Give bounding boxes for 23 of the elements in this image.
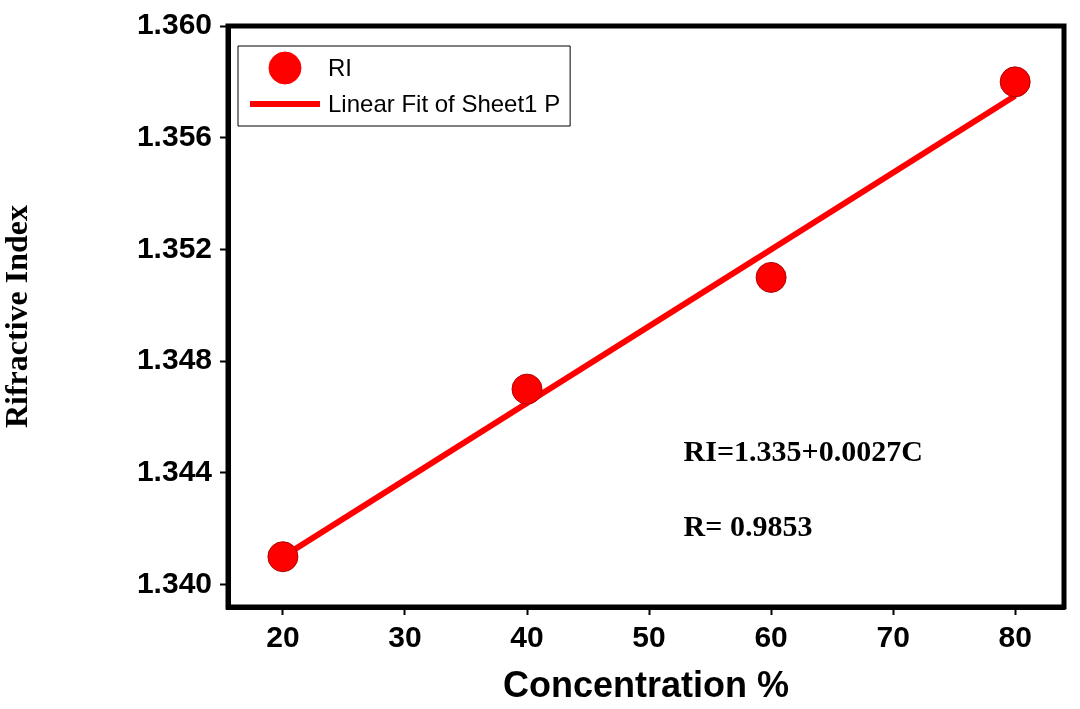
y-tick-label: 1.356 (136, 119, 212, 152)
y-tick-label: 1.344 (136, 454, 213, 488)
x-tick-label: 70 (876, 620, 910, 654)
x-tick-label: 50 (632, 620, 666, 654)
x-tick-label: 60 (754, 620, 788, 654)
annotation: R= 0.9853 (683, 508, 813, 542)
legend-label: Linear Fit of Sheet1 P (328, 89, 561, 117)
y-tick-label: 1.340 (136, 565, 212, 599)
y-axis-title: Rifractive Index (0, 204, 35, 429)
annotation: RI=1.335+0.0027C (683, 434, 923, 468)
y-tick-label: 1.348 (136, 342, 212, 376)
point (755, 261, 787, 293)
y-tick-label: 1.352 (136, 230, 212, 264)
x-tick-label: 30 (388, 620, 422, 654)
x-tick-label: 20 (266, 620, 300, 654)
point (267, 541, 299, 573)
point (999, 66, 1031, 98)
point (511, 373, 543, 405)
x-tick-label: 40 (510, 620, 544, 654)
x-tick-label: 80 (998, 620, 1032, 654)
legend-label: RI (328, 53, 352, 81)
x-axis-title: Concentration % (502, 664, 790, 706)
y-tick-label: 1.360 (136, 7, 212, 41)
